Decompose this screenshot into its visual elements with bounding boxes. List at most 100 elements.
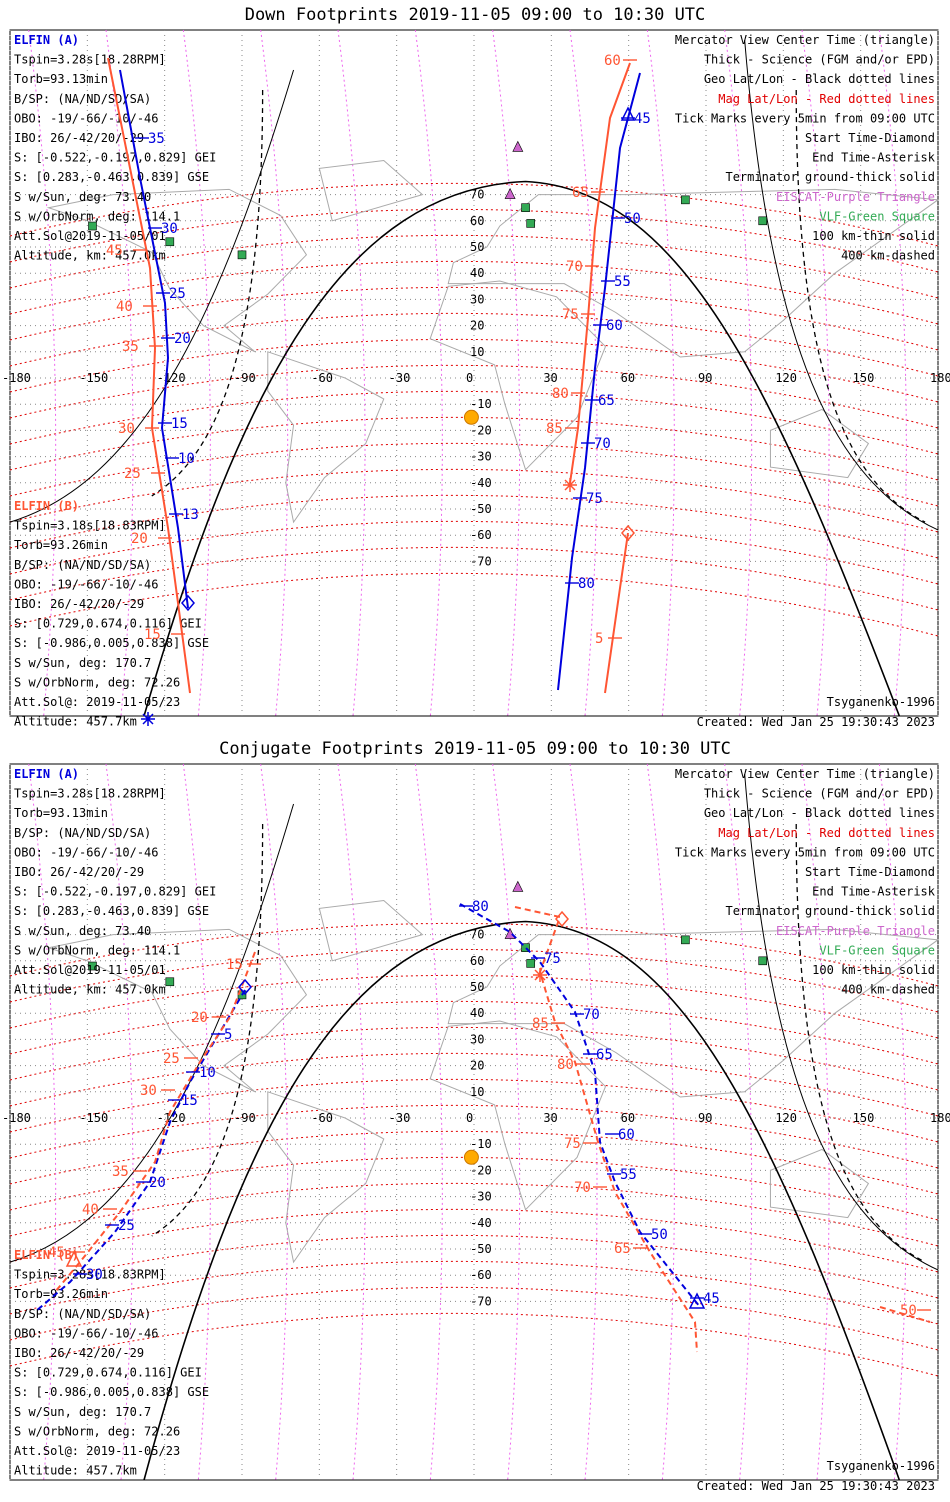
legend-entry: 100 km-thin solid [812,963,935,977]
elfin-a-info: S: [0.283,-0.463,0.839] GSE [14,170,209,184]
elfin-b-info: S w/OrbNorm, deg: 72.26 [14,675,180,689]
elfin-a-tick-label: 75 [544,951,561,967]
elfin-a-info: Att.Sol@2019-11-05/01 [14,963,166,977]
elfin-a-tick-label: 45 [703,1291,720,1307]
legend-entry: Thick - Science (FGM and/or EPD) [704,53,935,67]
continent-outline [318,160,424,222]
elfin-b-tick-label: 85 [546,421,563,437]
lon-tick-label: -60 [311,1111,333,1125]
lat-tick-label: -70 [470,1294,492,1308]
elfin-b-tick-label: 20 [131,531,148,547]
map-panel-conjugate: -180 -150 -120 -90 -60 -30 0 30 60 90 120 150 180 70 6… [2,763,950,1493]
vlf-square [88,221,97,231]
mag-longitude-curve [492,29,521,717]
elfin-b-tick-label: 45 [106,243,123,259]
mag-longitude-curve [878,763,907,1481]
elfin-b-info: S: [0.729,0.674,0.116] GEI [14,1366,202,1380]
lat-tick-label: 60 [470,214,484,228]
elfin-b-track-east [514,906,698,1353]
vlf-square [521,943,530,952]
lon-tick-label: 0 [466,371,473,385]
elfin-a-info: IBO: 26/-42/20/-29 [14,865,144,879]
lon-tick-label: 30 [543,371,557,385]
legend-entry: 400 km-dashed [841,249,935,263]
elfin-b-start-diamond [621,524,635,542]
elfin-a-tick-label: 20 [174,331,191,347]
lon-tick-label: 150 [853,371,875,385]
legend-entry: EISCAT-Purple Triangle [776,924,935,938]
lat-tick-label: 30 [470,292,484,306]
legend-entry: End Time-Asterisk [812,151,936,165]
elfin-b-tick-label: 25 [124,466,141,482]
panel-title-down: Down Footprints 2019-11-05 09:00 to 10:3… [244,5,706,25]
lat-tick-label: 20 [470,319,484,333]
vlf-square [165,237,175,247]
mag-longitude-curve [337,29,366,717]
elfin-a-label: ELFIN (A) [14,767,79,781]
elfin-b-end-asterisk [563,478,577,492]
lat-tick-label: -20 [470,423,492,437]
lat-tick-label: 70 [470,928,484,942]
elfin-b-info: Tspin=3.28s[18.83RPM] [14,1268,166,1282]
elfin-b-track-west [107,57,191,694]
continent-outline [447,928,940,1098]
elfin-b-tick-label: 70 [574,1180,591,1196]
center-time-triangle [620,106,636,121]
elfin-a-tick-label: 50 [624,211,641,227]
legend-entry: 100 km-thin solid [812,229,935,243]
elfin-a-info: OBO: -19/-66/-10/-46 [14,111,159,125]
elfin-a-tick-label: 30 [161,221,178,237]
elfin-b-tick-label: 40 [82,1202,99,1218]
elfin-b-info: S w/OrbNorm, deg: 72.26 [14,1424,180,1438]
model-label: Tsyganenko-1996 [827,1459,935,1473]
terminator-400km-east [795,823,926,1263]
vlf-square [165,977,175,987]
elfin-b-info: IBO: 26/-42/20/-29 [14,597,144,611]
lat-tick-label: -40 [470,476,492,490]
lon-tick-label: 60 [621,371,635,385]
lon-tick-label: -120 [157,1111,186,1125]
elfin-a-tick-label: 70 [583,1007,600,1023]
mag-longitude-curve [182,29,211,717]
elfin-b-end-asterisk [533,968,547,982]
elfin-b-info: S w/Sun, deg: 170.7 [14,656,151,670]
continent-outline [318,900,424,962]
elfin-b-info: S: [-0.986,0.005,0.838] GSE [14,1385,209,1399]
elfin-a-tick-label: 25 [169,286,186,302]
mag-longitude-curve [569,763,598,1481]
elfin-b-tick-label: 75 [564,1136,581,1152]
created-label: Created: Wed Jan 25 19:30:43 2023 [697,1479,935,1493]
continent-outline [769,1148,870,1219]
center-time-triangle [688,1292,706,1309]
lon-tick-label: 150 [853,1111,875,1125]
legend-entry: Start Time-Diamond [805,865,935,879]
legend-entry: Geo Lat/Lon - Black dotted lines [704,806,935,820]
vlf-square [526,219,536,228]
elfin-b-start-diamond [555,910,569,928]
elfin-b-info: Att.Sol@: 2019-11-05/23 [14,1444,180,1458]
elfin-a-info: Torb=93.13min [14,806,108,820]
vlf-square [758,956,768,966]
vlf-square [526,959,536,968]
elfin-b-info: OBO: -19/-66/-10/-46 [14,1326,159,1340]
elfin-b-info: Att.Sol@: 2019-11-05/23 [14,695,180,709]
terminator-400km-east [795,89,926,523]
lat-tick-label: -50 [470,502,492,516]
elfin-a-tick-label: 20 [149,1175,166,1191]
legend-entry: Geo Lat/Lon - Black dotted lines [704,72,935,86]
mag-longitude-curve [646,763,675,1481]
elfin-b-tick-label: 15 [226,957,243,973]
legend-entry: VLF-Green Square [819,943,935,957]
lon-tick-label: -30 [389,1111,411,1125]
lat-tick-label: 10 [470,1085,484,1099]
mag-longitude-curve [569,29,598,717]
continent-outline [267,351,385,524]
legend-entry: Mag Lat/Lon - Red dotted lines [718,92,935,106]
elfin-b-tick-label: 65 [572,185,589,201]
vlf-square [521,203,530,212]
elfin-a-end-asterisk [141,712,155,726]
lon-tick-label: 0 [466,1111,473,1125]
elfin-a-info: Altitude, km: 457.0km [14,983,166,997]
legend-entry: End Time-Asterisk [812,885,936,899]
elfin-b-tick-label: 15 [144,627,161,643]
